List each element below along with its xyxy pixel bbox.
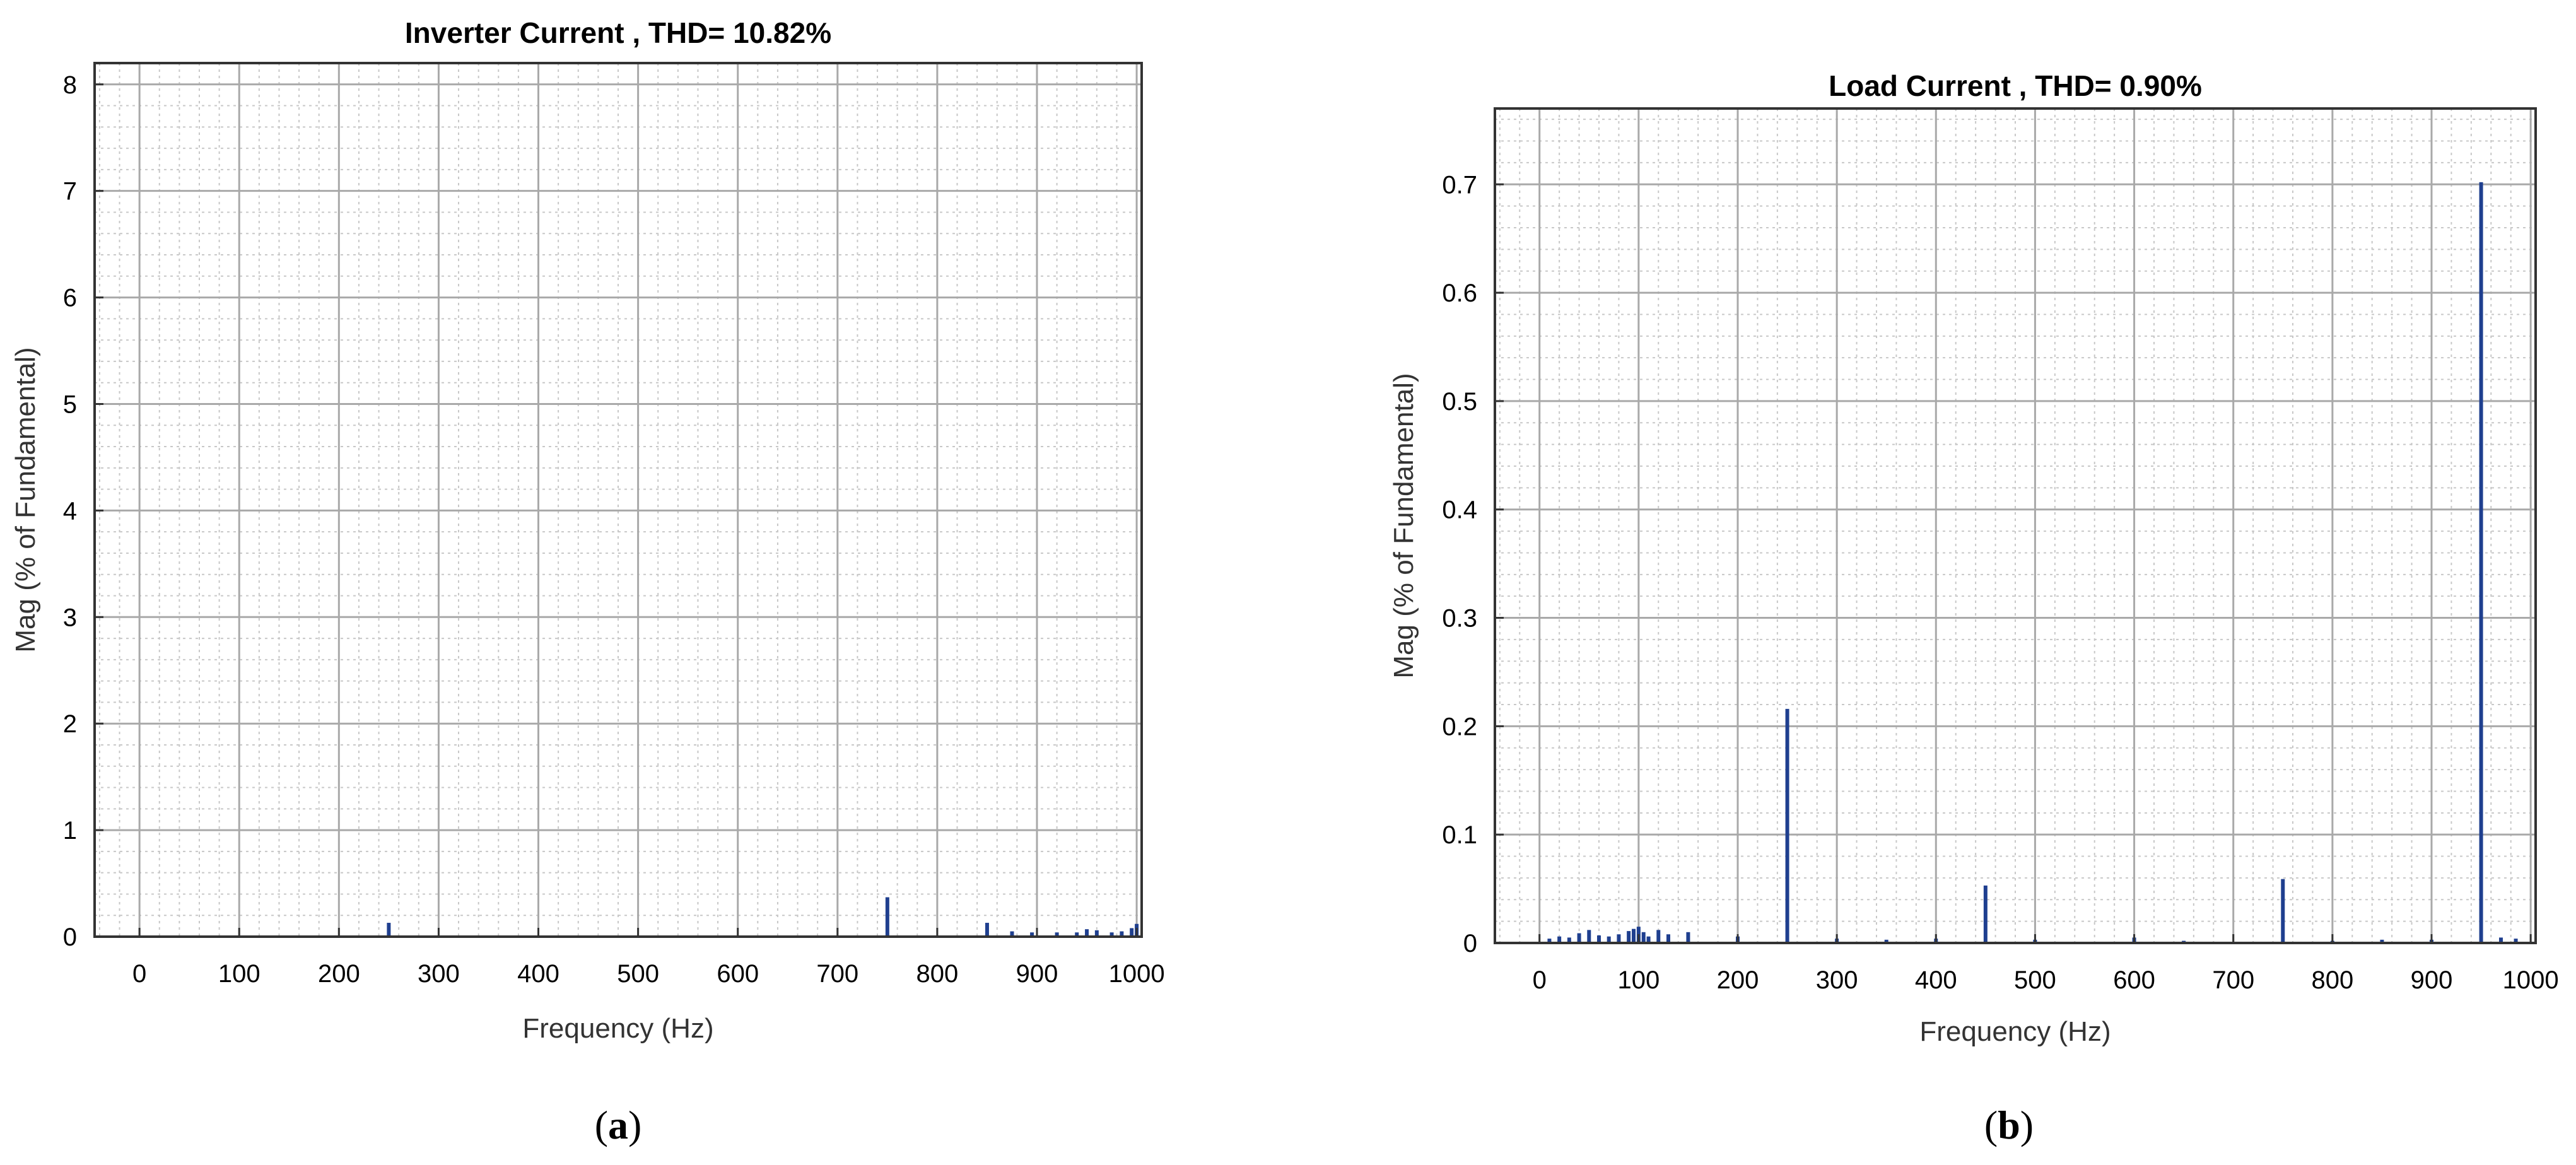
bar [2380,939,2384,943]
bar [1030,932,1034,937]
x-axis-label: Frequency (Hz) [1919,1016,2111,1047]
bar [1656,930,1661,943]
y-tick-label: 5 [63,390,77,418]
plot-frame [1494,107,2537,944]
bar [1785,708,1789,943]
x-tick-label: 100 [1617,966,1660,994]
x-tick-label: 800 [2311,966,2353,994]
bar [1587,930,1591,943]
y-tick-label: 3 [63,604,77,631]
bar [1607,936,1611,943]
bar [1577,933,1581,943]
bar [1632,928,1636,943]
bar [1597,935,1601,943]
bar [1109,932,1114,937]
bar [1130,928,1134,937]
chart-title: Inverter Current , THD= 10.82% [405,16,831,49]
bar [1686,932,1690,943]
bar [1646,936,1651,943]
plot-frame [93,62,1143,938]
x-tick-label: 600 [2113,966,2155,994]
x-tick-label: 300 [418,960,460,988]
x-tick-label: 200 [1717,966,1759,994]
x-axis-label: Frequency (Hz) [522,1013,713,1044]
x-tick-label: 700 [816,960,858,988]
y-tick-label: 0.5 [1442,388,1477,416]
bar [1666,934,1670,943]
x-tick-label: 700 [2212,966,2254,994]
x-tick-label: 900 [2411,966,2453,994]
bar [1983,885,1988,943]
panel-label: (a) [595,1103,642,1147]
bar [1627,931,1631,943]
bar [1641,932,1646,943]
y-tick-label: 8 [63,71,77,99]
y-tick-label: 0.2 [1442,713,1477,741]
y-tick-label: 1 [63,817,77,845]
x-tick-label: 100 [218,960,261,988]
y-tick-label: 0 [63,923,77,951]
bar [2281,879,2285,943]
bar [1547,939,1552,943]
bar [1557,936,1562,943]
bar [1085,929,1089,937]
bar [387,923,391,937]
x-tick-label: 500 [617,960,659,988]
y-tick-label: 2 [63,710,77,738]
bar [1075,932,1079,937]
bar [1120,931,1124,937]
bar [985,923,989,937]
y-tick-label: 6 [63,284,77,312]
x-tick-label: 1000 [2503,966,2559,994]
bar [1567,937,1571,943]
y-tick-label: 0.3 [1442,605,1477,633]
bar [2499,937,2503,943]
y-tick-label: 0.6 [1442,279,1477,307]
x-tick-label: 600 [717,960,759,988]
bar [1055,932,1059,937]
x-tick-label: 300 [1816,966,1858,994]
x-tick-label: 1000 [1109,960,1165,988]
y-tick-label: 4 [63,497,77,525]
y-tick-label: 0.7 [1442,171,1477,199]
chart-load-current: Load Current , THD= 0.90% 0 100 200 300 400 5… [1388,69,2559,1147]
y-tick-label: 0 [1463,930,1477,957]
x-tick-label: 900 [1016,960,1058,988]
x-tick-label: 400 [1915,966,1957,994]
bar [1094,930,1099,937]
bar [2514,939,2518,943]
chart-title: Load Current , THD= 0.90% [1829,69,2202,102]
x-tick-label: 400 [517,960,559,988]
x-tick-label: 200 [318,960,360,988]
y-tick-label: 0.4 [1442,496,1477,524]
panel-label: (b) [1984,1103,2034,1147]
y-tick-label: 7 [63,178,77,206]
bar [1617,934,1621,943]
bar [1884,939,1888,943]
y-axis-label: Mag (% of Fundamental) [10,347,41,652]
bar [2479,182,2483,943]
bar [885,897,889,937]
bar [1010,931,1014,937]
y-tick-label: 0.1 [1442,821,1477,849]
chart-inverter-current: Inverter Current , THD= 10.82% 0 100 200 30… [10,16,1165,1147]
x-tick-label: 500 [2014,966,2056,994]
x-tick-label: 0 [1533,966,1547,994]
y-axis-label: Mag (% of Fundamental) [1388,373,1419,678]
x-tick-label: 0 [132,960,146,988]
x-tick-label: 800 [916,960,959,988]
